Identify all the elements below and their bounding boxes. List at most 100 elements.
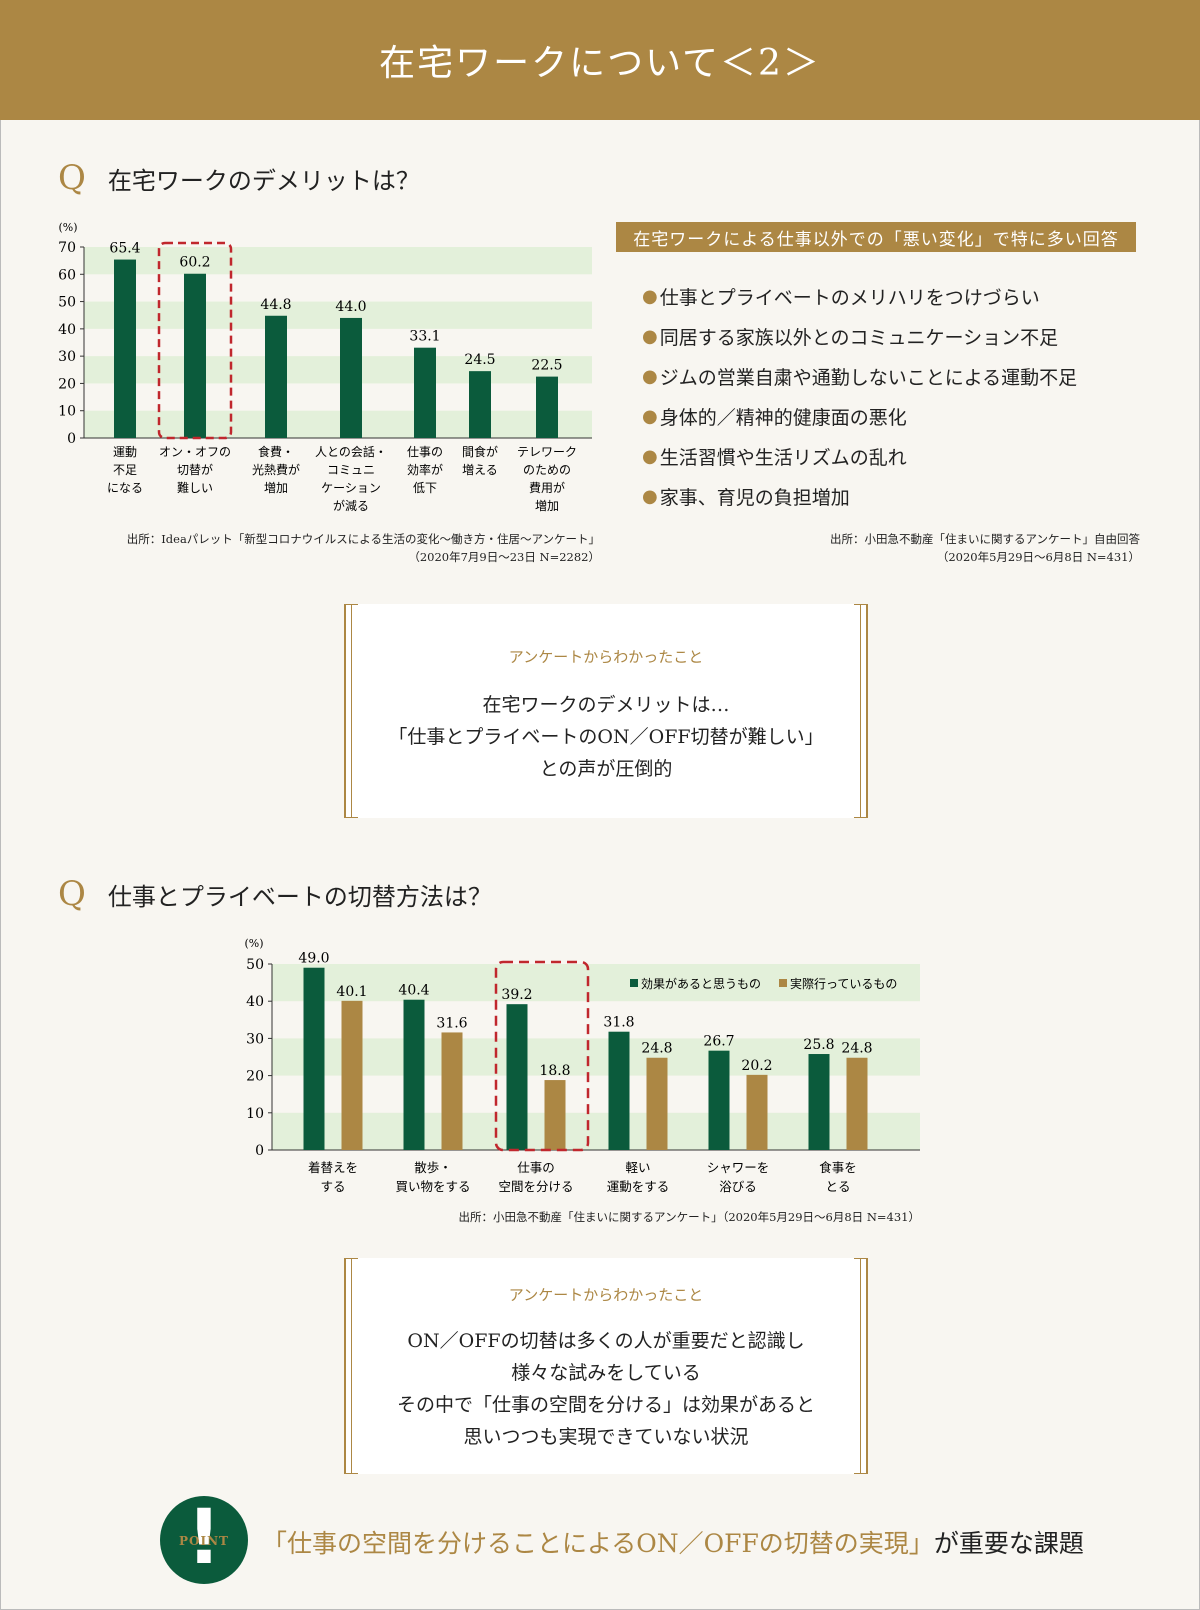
chart2-source: 出所：小田急不動産「住まいに関するアンケート」（2020年5月29日～6月8日 … [300, 1208, 920, 1226]
bar [708, 1050, 730, 1150]
x-tick-label: 増加 [264, 481, 288, 495]
y-tick-label: 20 [58, 376, 76, 392]
bar [646, 1057, 668, 1150]
source-line: （2020年5月29日～6月8日 N=431） [936, 550, 1140, 564]
bullet-icon: ● [642, 485, 658, 507]
list-item: ● 家事、育児の負担増加 [642, 476, 1077, 516]
data-label: 24.5 [464, 352, 495, 368]
x-tick-label: のための [523, 463, 571, 477]
section2-question: Q 仕事とプライベートの切替方法は？ [58, 874, 492, 914]
bar [184, 273, 206, 438]
frame-edge [344, 1473, 358, 1474]
x-tick-label: になる [107, 481, 143, 495]
source-line: 出所：Ideaパレット「新型コロナウイルスによる生活の変化～働き方・住居～アンケ… [126, 532, 600, 546]
point-word: POINT [179, 1534, 229, 1548]
bullet-icon: ● [642, 405, 658, 427]
y-tick-label: 50 [246, 957, 264, 973]
grid-band [84, 247, 592, 275]
data-label: 25.8 [803, 1037, 834, 1053]
y-tick-label: 0 [255, 1143, 264, 1159]
y-tick-label: 70 [58, 240, 76, 256]
data-label: 26.7 [703, 1034, 734, 1050]
y-tick-label: 0 [67, 431, 76, 447]
bar [341, 1000, 363, 1150]
x-tick-label: シャワーを [707, 1160, 770, 1175]
x-tick-label: 買い物をする [395, 1179, 470, 1194]
data-label: 65.4 [109, 241, 140, 257]
exclamation-icon: ! [186, 1492, 222, 1581]
q-mark: Q [58, 874, 86, 914]
legend-swatch [630, 979, 638, 987]
x-tick-label: 光熱費が [252, 462, 300, 477]
x-tick-label: 着替えを [308, 1160, 358, 1175]
data-label: 49.0 [298, 951, 329, 967]
data-label: 40.1 [336, 984, 367, 1000]
summary-line: 「仕事とプライベートのON／OFF切替が難しい」 [388, 726, 824, 748]
y-unit-label: (%) [58, 221, 77, 234]
legend-swatch [779, 979, 787, 987]
x-tick-label: 効率が [407, 462, 443, 477]
bar [536, 376, 558, 438]
frame-edge [344, 817, 358, 818]
x-tick-label: 不足 [113, 463, 137, 477]
frame-edge [854, 604, 868, 605]
list-item: ● 同居する家族以外とのコミュニケーション不足 [642, 316, 1077, 356]
summary-label: アンケートからわかったこと [508, 1286, 704, 1304]
x-tick-label: が減る [333, 498, 369, 513]
data-label: 39.2 [501, 987, 532, 1003]
legend-label: 実際行っているもの [790, 976, 897, 991]
point-badge: ! POINT [160, 1492, 248, 1584]
summary-line: その中で「仕事の空間を分ける」は効果があると [396, 1394, 815, 1416]
x-tick-label: 費用が [529, 480, 565, 495]
data-label: 60.2 [179, 255, 210, 271]
x-tick-label: ケーション [321, 481, 381, 495]
bar [808, 1054, 830, 1150]
x-tick-label: 仕事の [517, 1160, 555, 1175]
y-unit-label: (%) [244, 937, 263, 950]
data-label: 44.0 [335, 299, 366, 315]
x-tick-label: 軽い [625, 1160, 650, 1175]
data-label: 40.4 [398, 983, 429, 999]
grid-band [84, 301, 592, 329]
x-tick-label: 増加 [535, 499, 559, 513]
bullet-icon: ● [642, 285, 658, 307]
legend-label: 効果があると思うもの [641, 976, 761, 991]
data-label: 44.8 [260, 297, 291, 313]
point-rest: が重要な課題 [933, 1529, 1084, 1558]
list-item-text: 仕事とプライベートのメリハリをつけづらい [659, 286, 1040, 309]
y-tick-label: 10 [246, 1106, 264, 1122]
grid-band [272, 964, 920, 1002]
x-tick-label: 仕事の [407, 445, 443, 459]
summary-box-1: アンケートからわかったこと 在宅ワークのデメリットは… 「仕事とプライベートのO… [344, 604, 868, 818]
summary-label: アンケートからわかったこと [508, 648, 704, 666]
y-tick-label: 10 [58, 404, 76, 420]
bar [608, 1031, 630, 1150]
y-tick-label: 40 [246, 994, 264, 1010]
data-label: 24.8 [641, 1041, 672, 1057]
list-item-text: 家事、育児の負担増加 [659, 486, 850, 509]
y-tick-label: 30 [58, 349, 76, 365]
summary-line: 在宅ワークのデメリットは… [482, 694, 730, 716]
summary-line: ON／OFFの切替は多くの人が重要だと認識し [407, 1330, 805, 1352]
source-line: 出所：小田急不動産「住まいに関するアンケート」自由回答 [829, 532, 1140, 546]
y-tick-label: 40 [58, 322, 76, 338]
list-item-text: 同居する家族以外とのコミュニケーション不足 [659, 326, 1059, 349]
highlight-box [494, 960, 590, 1152]
x-tick-label: 難しい [177, 480, 213, 495]
page-header: 在宅ワークについて＜2＞ [0, 0, 1200, 120]
grid-band [272, 1112, 920, 1150]
x-tick-label: 増える [462, 463, 498, 477]
bar [265, 315, 287, 438]
bullet-icon: ● [642, 365, 658, 387]
frame-right [854, 1258, 868, 1474]
side-source: 出所：小田急不動産「住まいに関するアンケート」自由回答 （2020年5月29日～… [600, 530, 1140, 566]
side-tag: 在宅ワークによる仕事以外での「悪い変化」で特に多い回答 [616, 222, 1136, 252]
x-tick-label: 空間を分ける [498, 1179, 573, 1194]
data-label: 22.5 [531, 358, 562, 374]
source-line: （2020年7月9日～23日 N=2282） [408, 550, 600, 564]
section1-question: Q 在宅ワークのデメリットは？ [58, 158, 420, 198]
frame-edge [854, 817, 868, 818]
bar [441, 1032, 463, 1150]
summary-text: ON／OFFの切替は多くの人が重要だと認識し 様々な試みをしている その中で「仕… [344, 1325, 868, 1453]
data-label: 31.8 [603, 1015, 634, 1031]
